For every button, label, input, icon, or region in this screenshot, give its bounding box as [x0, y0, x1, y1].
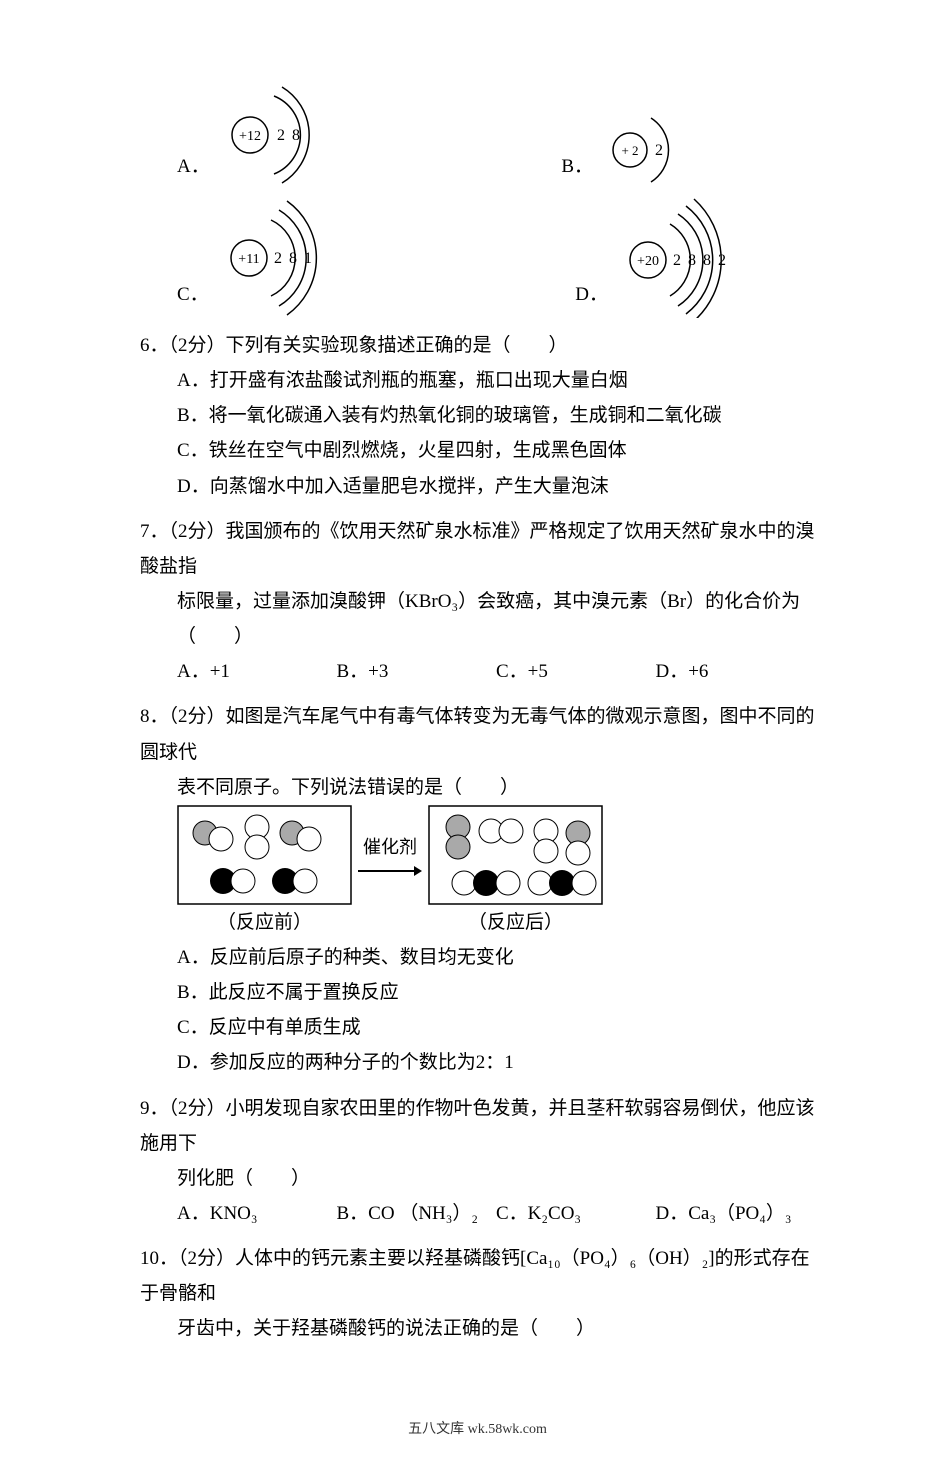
reaction-after-box — [428, 805, 603, 905]
svg-text:2: 2 — [277, 127, 285, 144]
option-d: D．向蒸馏水中加入适量肥皂水搅拌，产生大量泡沫 — [140, 469, 815, 504]
question-line: 7．（2分）我国颁布的《饮用天然矿泉水标准》严格规定了饮用天然矿泉水中的溴酸盐指 — [140, 514, 815, 584]
svg-text:+ 2: + 2 — [621, 143, 638, 158]
question-line: 8．（2分）如图是汽车尾气中有毒气体转变为无毒气体的微观示意图，图中不同的圆球代 — [140, 699, 815, 769]
question-line: 表不同原子。下列说法错误的是（ ） — [140, 770, 815, 805]
svg-text:2: 2 — [673, 252, 681, 269]
option-a: A．反应前后原子的种类、数目均无变化 — [140, 940, 815, 975]
option-c: C．+5 — [496, 654, 656, 689]
option-b: B．CO （NH₃）₂ — [337, 1196, 497, 1231]
svg-text:8: 8 — [289, 250, 297, 267]
atom-diagram-20: +20 2 8 8 2 — [610, 198, 760, 318]
svg-text:1: 1 — [304, 250, 312, 267]
option-c: C．K₂CO₃ — [496, 1196, 656, 1231]
svg-text:8: 8 — [703, 252, 711, 269]
option-a: A．+1 — [177, 654, 337, 689]
question-line: 牙齿中，关于羟基磷酸钙的说法正确的是（ ） — [140, 1311, 815, 1346]
question-9: 9．（2分）小明发现自家农田里的作物叶色发黄，并且茎秆软弱容易倒伏，他应该施用下… — [140, 1091, 815, 1232]
question-line: 列化肥（ ） — [140, 1161, 815, 1196]
svg-text:2: 2 — [718, 252, 726, 269]
option-c: C．铁丝在空气中剧烈燃烧，火星四射，生成黑色固体 — [140, 433, 815, 468]
atom-diagram-12: +12 2 8 — [212, 80, 322, 190]
option-c: C．反应中有单质生成 — [140, 1010, 815, 1045]
svg-text:+11: +11 — [238, 252, 259, 267]
reaction-before-box — [177, 805, 352, 905]
option-d: D．参加反应的两种分子的个数比为2：1 — [140, 1045, 815, 1080]
svg-text:2: 2 — [655, 142, 663, 159]
option-label: B． — [561, 149, 593, 190]
question-line: 标限量，过量添加溴酸钾（KBrO₃）会致癌，其中溴元素（Br）的化合价为（ ） — [140, 584, 815, 654]
option-a: A．KNO₃ — [177, 1196, 337, 1231]
atom-diagram-11: +11 2 8 1 — [211, 198, 341, 318]
after-label: （反应后） — [428, 905, 603, 940]
question-6: 6．（2分）下列有关实验现象描述正确的是（ ） A．打开盛有浓盐酸试剂瓶的瓶塞，… — [140, 328, 815, 504]
question-10: 10．（2分）人体中的钙元素主要以羟基磷酸钙[Ca₁₀（PO₄）₆（OH）₂]的… — [140, 1241, 815, 1346]
atom-diagram-2: + 2 2 — [595, 100, 685, 190]
svg-text:8: 8 — [292, 127, 300, 144]
option-label: D． — [575, 277, 608, 318]
question-line: 10．（2分）人体中的钙元素主要以羟基磷酸钙[Ca₁₀（PO₄）₆（OH）₂]的… — [140, 1241, 815, 1311]
question-line: 9．（2分）小明发现自家农田里的作物叶色发黄，并且茎秆软弱容易倒伏，他应该施用下 — [140, 1091, 815, 1161]
option-d: D．+6 — [656, 654, 816, 689]
option-label: C． — [177, 277, 209, 318]
svg-text:+12: +12 — [239, 129, 261, 144]
option-b: B．此反应不属于置换反应 — [140, 975, 815, 1010]
option-d: D．Ca₃（PO₄）₃ — [656, 1196, 816, 1231]
catalyst-arrow: 催化剂 — [358, 831, 422, 878]
svg-text:2: 2 — [274, 250, 282, 267]
before-label: （反应前） — [177, 905, 352, 940]
option-b: B．将一氧化碳通入装有灼热氧化铜的玻璃管，生成铜和二氧化碳 — [140, 398, 815, 433]
option-label: A． — [177, 149, 210, 190]
option-b: B．+3 — [337, 654, 497, 689]
question-8: 8．（2分）如图是汽车尾气中有毒气体转变为无毒气体的微观示意图，图中不同的圆球代… — [140, 699, 815, 1080]
question-7: 7．（2分）我国颁布的《饮用天然矿泉水标准》严格规定了饮用天然矿泉水中的溴酸盐指… — [140, 514, 815, 690]
page-footer: 五八文库 wk.58wk.com — [140, 1417, 815, 1443]
svg-text:+20: +20 — [637, 254, 659, 269]
question-stem: 6．（2分）下列有关实验现象描述正确的是（ ） — [140, 328, 815, 363]
svg-text:8: 8 — [688, 252, 696, 269]
option-a: A．打开盛有浓盐酸试剂瓶的瓶塞，瓶口出现大量白烟 — [140, 363, 815, 398]
